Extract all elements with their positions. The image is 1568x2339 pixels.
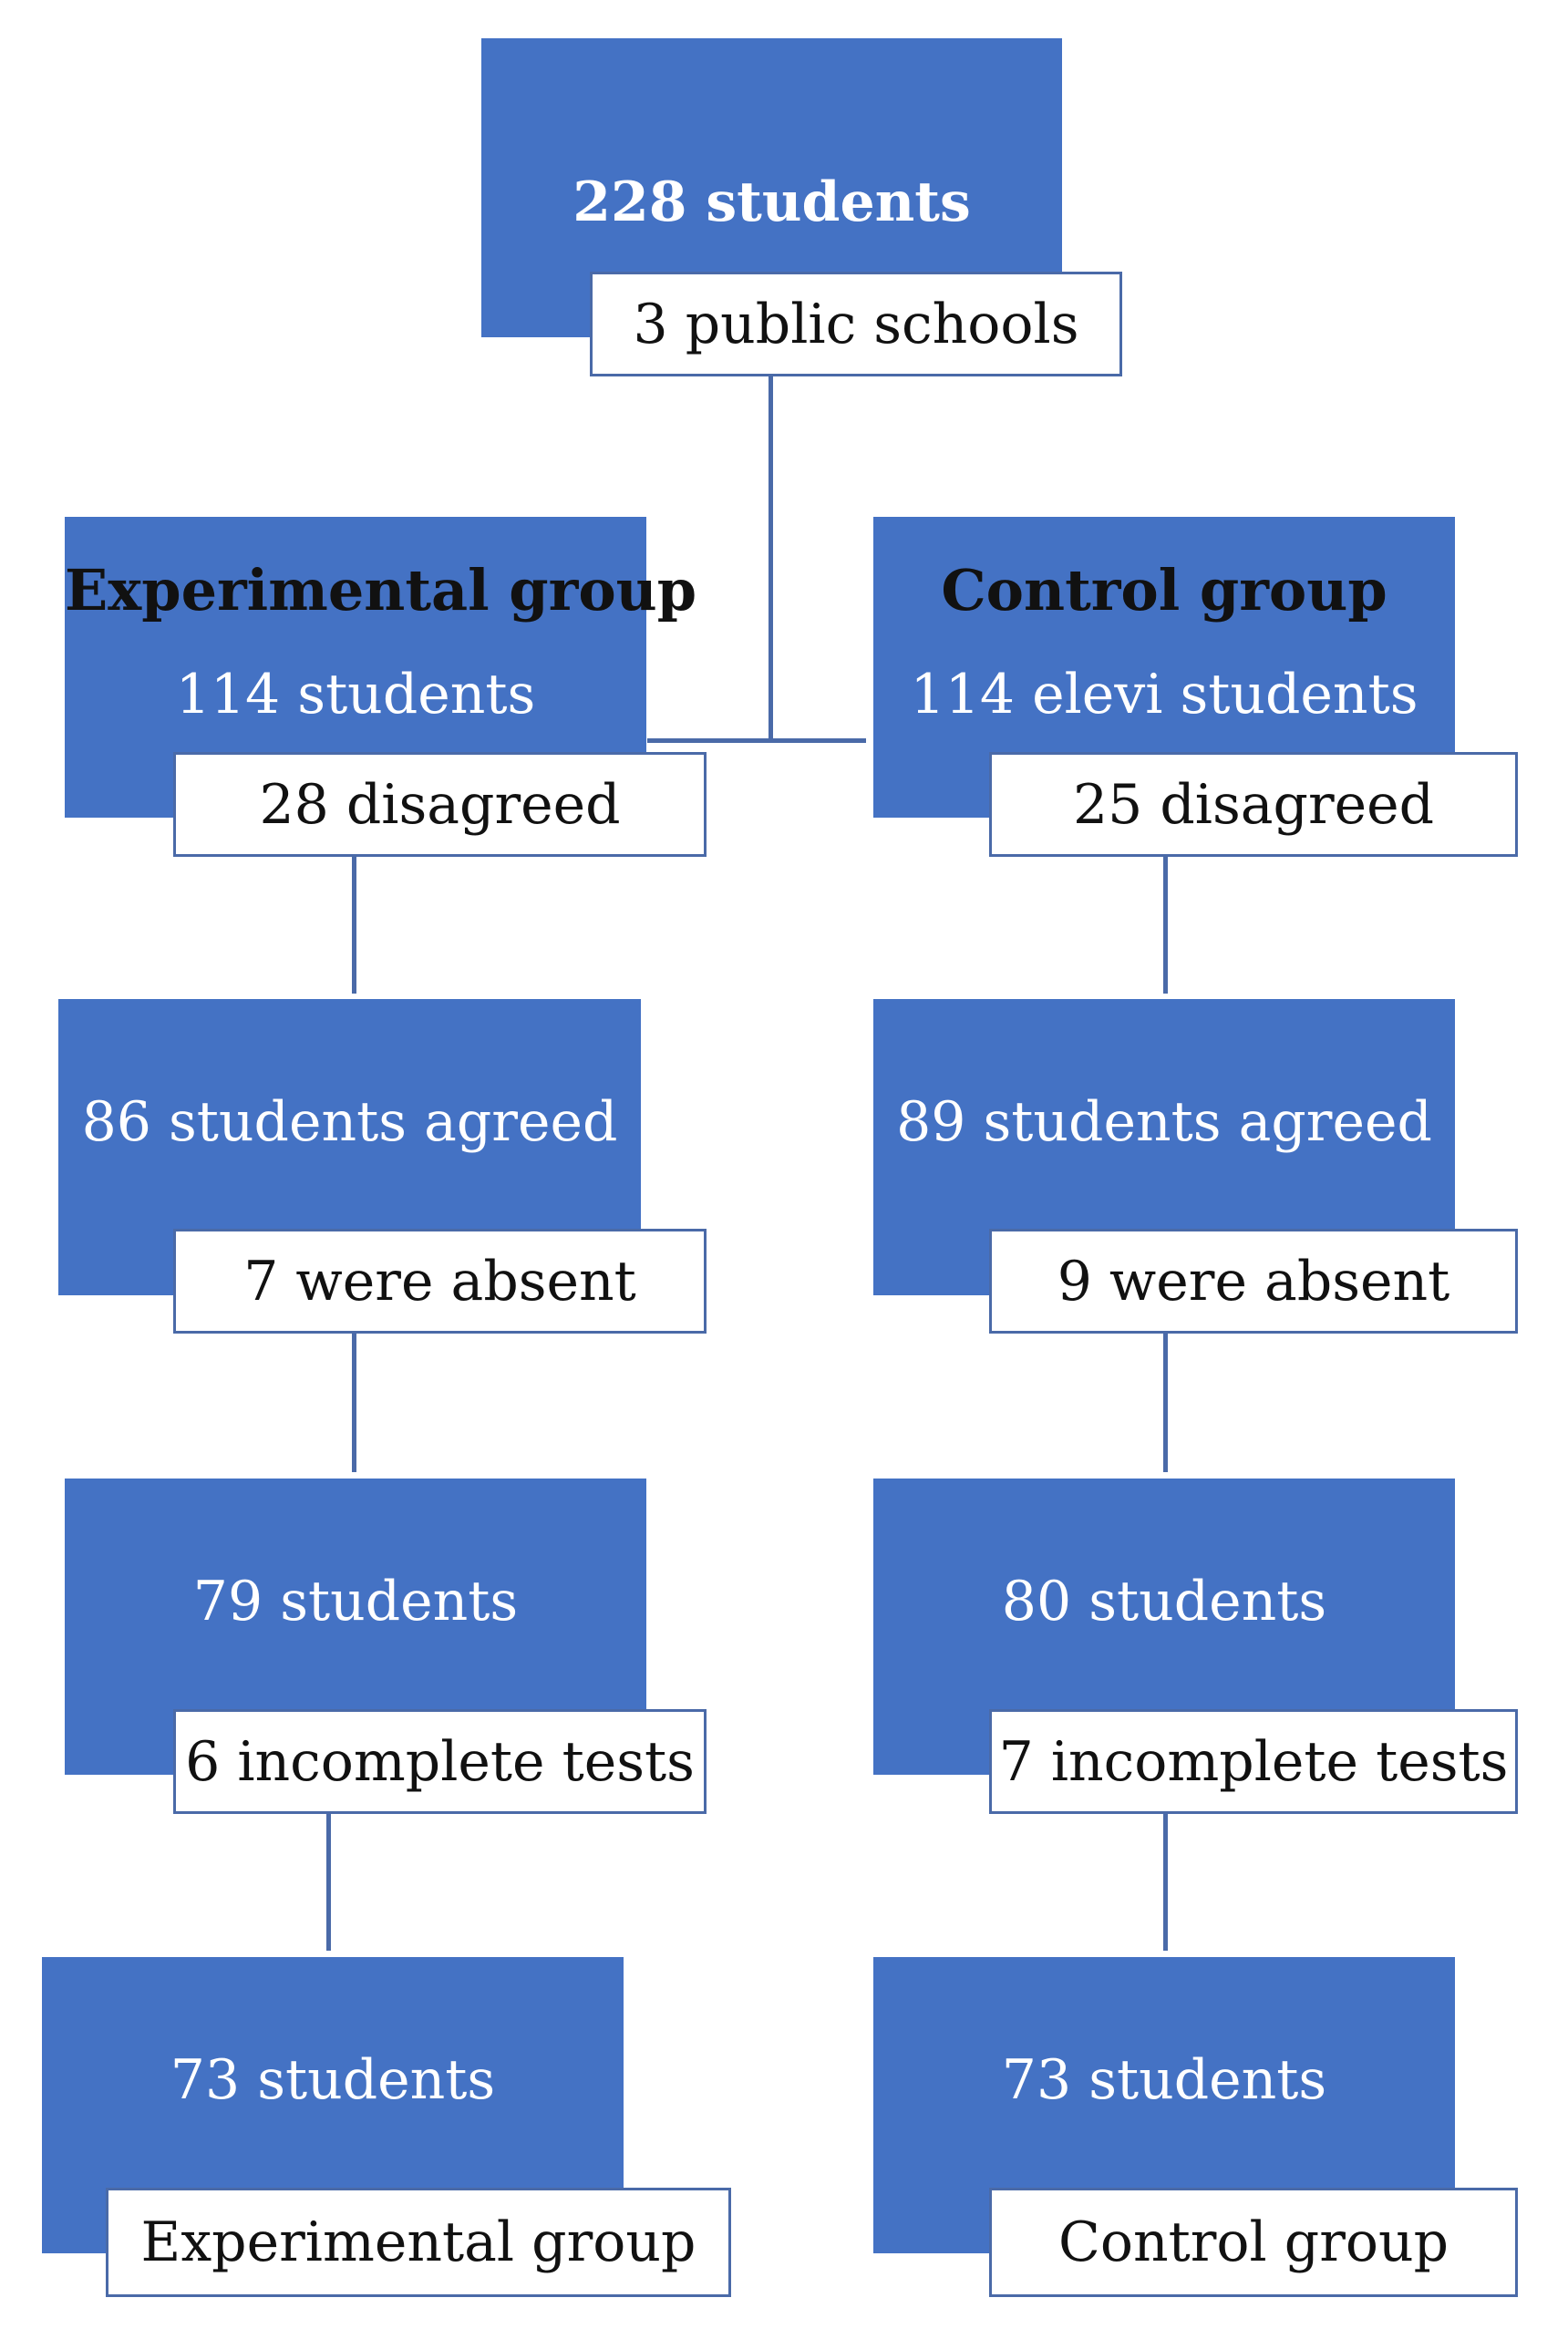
label-experimental-incomplete: 6 incomplete tests xyxy=(173,1709,707,1814)
experimental-agreed-text: 86 students agreed xyxy=(81,1090,618,1154)
label-control-incomplete: 7 incomplete tests xyxy=(989,1709,1518,1814)
control-after-absent-text: 80 students xyxy=(1001,1570,1327,1633)
label-experimental-final-group: Experimental group xyxy=(106,2188,731,2297)
label-control-disagreed: 25 disagreed xyxy=(989,752,1518,857)
connector-ctl-1 xyxy=(1163,848,1168,994)
experimental-after-absent-text: 79 students xyxy=(192,1570,519,1633)
control-count: 114 elevi students xyxy=(910,663,1418,726)
connector-exp-3 xyxy=(326,1809,331,1951)
label-experimental-absent: 7 were absent xyxy=(173,1229,707,1334)
experimental-count: 114 students xyxy=(175,663,536,726)
experimental-final-text: 73 students xyxy=(170,2048,496,2112)
connector-ctl-3 xyxy=(1163,1809,1168,1951)
label-control-absent: 9 were absent xyxy=(989,1229,1518,1334)
label-experimental-disagreed: 28 disagreed xyxy=(173,752,707,857)
control-agreed-text: 89 students agreed xyxy=(896,1090,1432,1154)
experimental-group-heading: Experimental group xyxy=(65,557,697,623)
connector-top-down xyxy=(769,376,773,742)
total-students-text: 228 students xyxy=(573,170,971,234)
control-final-text: 73 students xyxy=(1001,2048,1327,2112)
connector-ctl-2 xyxy=(1163,1326,1168,1472)
connector-exp-1 xyxy=(352,848,356,994)
label-public-schools: 3 public schools xyxy=(590,272,1122,376)
connector-horizontal-split xyxy=(647,738,866,743)
label-control-final-group: Control group xyxy=(989,2188,1518,2297)
connector-exp-2 xyxy=(352,1326,356,1472)
control-group-heading: Control group xyxy=(941,557,1387,623)
